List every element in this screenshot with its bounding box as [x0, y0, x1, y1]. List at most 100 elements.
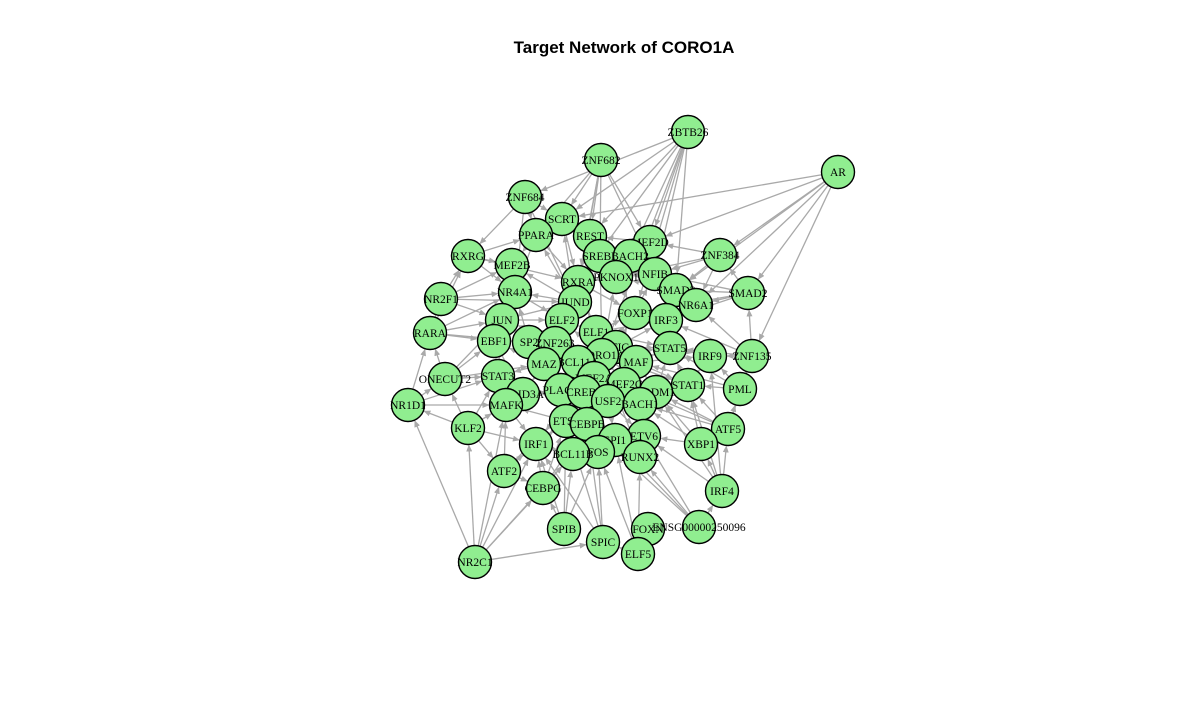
- node-label: MAFK: [489, 400, 523, 412]
- node-KLF2: KLF2: [450, 410, 486, 446]
- node-label: ONECUT2: [419, 374, 472, 386]
- node-SCRT: SCRT: [544, 201, 580, 237]
- edge-RXRG-NR4A1: [480, 265, 502, 282]
- edge-STAT5-IRF9: [686, 348, 694, 355]
- node-label: STAT1: [672, 380, 705, 392]
- edge-ATF2-MAFK: [502, 421, 509, 455]
- node-NR2F1: NR2F1: [423, 281, 459, 317]
- node-FOXP1: FOXP1: [617, 295, 653, 331]
- node-MAFK: MAFK: [488, 387, 524, 423]
- edge-STAT1-STAT5: [677, 362, 683, 371]
- node-IRF9: IRF9: [692, 338, 728, 374]
- node-STAT3: STAT3: [480, 358, 516, 394]
- edge-JUND-NR4A1: [531, 292, 559, 300]
- node-EBF1: EBF1: [476, 323, 512, 359]
- node-label: MEF2B: [493, 260, 530, 272]
- node-CEBPG: CEBPG: [524, 470, 562, 506]
- node-label: RARA: [414, 328, 447, 340]
- node-label: IRF4: [710, 486, 734, 498]
- node-ATF2: ATF2: [486, 453, 522, 489]
- edge-ONECUT2-EBF1: [457, 351, 481, 370]
- edge-RARA-EBF1: [446, 334, 478, 342]
- node-IRF1: IRF1: [518, 426, 554, 462]
- node-label: NR1D1: [390, 400, 426, 412]
- edge-KLF2-NR1D1: [423, 410, 453, 423]
- node-label: NR6A1: [678, 300, 714, 312]
- edge-PKNOX1-RXRA: [594, 275, 602, 282]
- node-label: EBF1: [481, 336, 508, 348]
- edge-PML-IRF9: [721, 368, 730, 378]
- node-NR6A1: NR6A1: [678, 287, 714, 323]
- node-label: ELF5: [625, 549, 651, 561]
- node-label: ZNF384: [701, 250, 740, 262]
- node-label: ZNF684: [506, 192, 545, 204]
- node-label: ELF2: [549, 315, 575, 327]
- edge-NR4A1-ELF2: [528, 299, 548, 312]
- node-circle: [710, 411, 746, 447]
- node-IRF4: IRF4: [704, 473, 740, 509]
- node-label: USF2: [595, 396, 622, 408]
- node-label: CEBPG: [524, 483, 561, 495]
- node-label: MAF: [624, 357, 649, 369]
- edge-KLF2-ATF2: [478, 440, 494, 459]
- edge-SPIB-FOS: [570, 467, 592, 515]
- node-circle: [450, 238, 486, 274]
- node-label: SPIC: [591, 537, 616, 549]
- node-label: NR4A1: [497, 287, 533, 299]
- node-NR4A1: NR4A1: [497, 274, 533, 310]
- edge-SPIB-CEBPG: [550, 502, 558, 515]
- edge-ZBTB26-SMAD3: [674, 148, 688, 274]
- edge-ZNF384-NFIB: [670, 259, 705, 271]
- node-circle: [390, 387, 426, 423]
- edge-ZBTB26-SCRT: [575, 140, 675, 210]
- node-ZNF684: ZNF684: [506, 179, 545, 215]
- node-circle: [486, 453, 522, 489]
- edge-IRF4-ATF5: [722, 445, 729, 475]
- node-circle: [546, 511, 582, 547]
- edge-SPIC-IRF1: [545, 457, 595, 529]
- node-SPIB: SPIB: [546, 511, 582, 547]
- node-ZNF135: ZNF135: [733, 338, 772, 374]
- node-ATF5: ATF5: [710, 411, 746, 447]
- node-label: BCL11B: [552, 449, 593, 461]
- node-circle: [427, 361, 463, 397]
- edge-CEBPG-BCL11B: [553, 466, 563, 477]
- edge-SPIC-FOS: [596, 468, 603, 526]
- node-PKNOX1: PKNOX1: [593, 259, 639, 295]
- node-circle: [583, 142, 619, 178]
- node-label: XBP1: [687, 439, 715, 451]
- edge-NR2C1-SPIC: [491, 542, 587, 561]
- node-circle: [488, 387, 524, 423]
- edge-ZNF384-SMAD3: [688, 264, 708, 280]
- node-label: RUNX2: [621, 452, 660, 464]
- edge-ZNF135-NR6A1: [708, 316, 741, 346]
- edge-ZNF135-SMAD2: [746, 309, 753, 340]
- edge-NR2F1-MEF2B: [455, 271, 498, 293]
- node-circle: [678, 287, 714, 323]
- node-STAT5: STAT5: [652, 330, 688, 366]
- node-label: ELF1: [583, 327, 609, 339]
- edge-AR-ZNF135: [758, 186, 832, 342]
- node-ELF5: ELF5: [620, 536, 656, 572]
- node-circle: [423, 281, 459, 317]
- node-label: PPARA: [518, 230, 555, 242]
- edge-ZBTB26-BACH2: [636, 146, 682, 242]
- node-ONECUT2: ONECUT2: [419, 361, 472, 397]
- edge-ATF5-PRDM1: [670, 399, 714, 423]
- node-label: SP2: [520, 337, 539, 349]
- edge-ZNF684-PPARA: [526, 211, 533, 220]
- node-circle: [518, 217, 554, 253]
- node-label: FOXN: [632, 524, 664, 536]
- edge-SMAD2-ZNF384: [729, 268, 739, 281]
- node-circle: [734, 338, 770, 374]
- edge-ATF5-BACH1: [655, 407, 713, 426]
- node-label: FOXP1: [617, 308, 652, 320]
- edge-NR2F1-RXRG: [449, 269, 460, 286]
- node-circle: [702, 237, 738, 273]
- edge-ZNF682-MEF2D: [608, 173, 642, 228]
- node-SPIC: SPIC: [585, 524, 621, 560]
- node-circle: [525, 470, 561, 506]
- edge-USF2-ETV6: [619, 412, 633, 425]
- edge-AR-SMAD2: [757, 184, 829, 280]
